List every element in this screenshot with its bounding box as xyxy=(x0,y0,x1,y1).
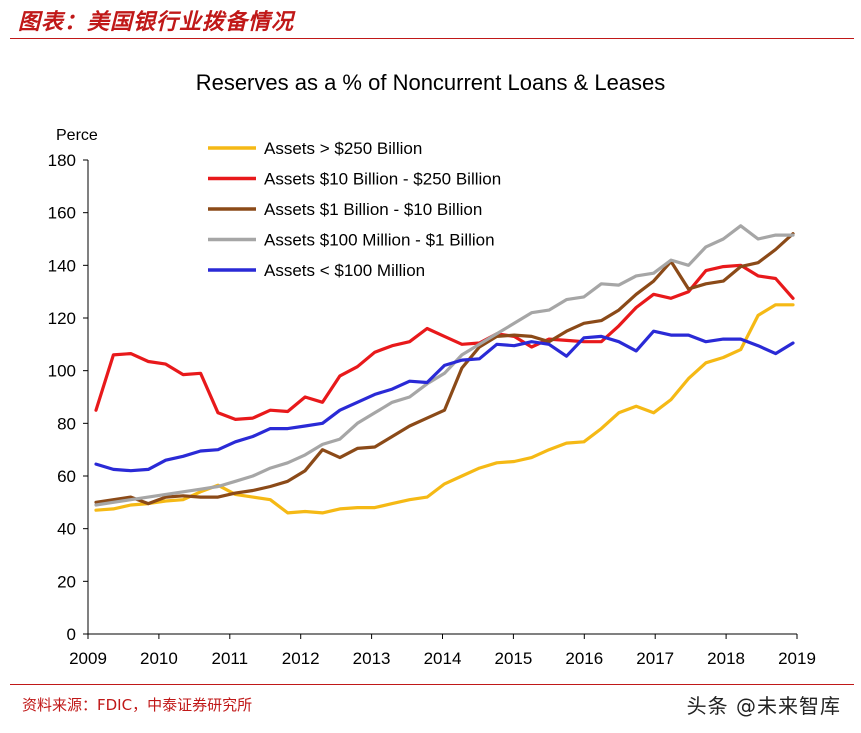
legend-label: Assets $100 Million - $1 Billion xyxy=(264,231,495,250)
x-tick-label: 2012 xyxy=(282,649,320,668)
header: 图表：美国银行业拨备情况 xyxy=(0,0,861,40)
y-tick-label: 0 xyxy=(67,625,76,644)
x-tick-label: 2013 xyxy=(353,649,391,668)
x-tick-label: 2010 xyxy=(140,649,178,668)
y-tick-label: 180 xyxy=(48,151,76,170)
x-tick-label: 2016 xyxy=(565,649,603,668)
watermark: 头条 @未来智库 xyxy=(686,694,841,718)
y-tick-label: 100 xyxy=(48,362,76,381)
legend-label: Assets > $250 Billion xyxy=(264,139,422,158)
y-axis-label: Perce xyxy=(56,127,98,144)
legend-label: Assets $1 Billion - $10 Billion xyxy=(264,200,482,219)
series-line-4 xyxy=(94,224,795,507)
source-note: 资料来源：FDIC，中泰证券研究所 xyxy=(22,696,253,714)
y-tick-label: 40 xyxy=(57,520,76,539)
series-line-3 xyxy=(94,232,795,506)
x-tick-label: 2015 xyxy=(494,649,532,668)
series-line-2 xyxy=(94,263,795,421)
page-title: 图表：美国银行业拨备情况 xyxy=(18,9,295,35)
y-tick-label: 60 xyxy=(57,467,76,486)
y-tick-label: 80 xyxy=(57,414,76,433)
x-tick-label: 2009 xyxy=(69,649,107,668)
y-tick-label: 140 xyxy=(48,256,76,275)
x-tick-label: 2014 xyxy=(424,649,462,668)
legend-label: Assets $10 Billion - $250 Billion xyxy=(264,170,501,189)
y-tick-label: 120 xyxy=(48,309,76,328)
y-tick-label: 160 xyxy=(48,204,76,223)
x-tick-label: 2017 xyxy=(636,649,674,668)
footer-divider xyxy=(10,684,854,685)
header-divider xyxy=(10,38,854,39)
x-tick-label: 2019 xyxy=(778,649,816,668)
x-tick-label: 2018 xyxy=(707,649,745,668)
x-tick-label: 2011 xyxy=(212,649,249,668)
chart-title: Reserves as a % of Noncurrent Loans & Le… xyxy=(195,70,666,95)
series-line-5 xyxy=(94,329,795,473)
y-tick-label: 20 xyxy=(57,572,76,591)
legend-label: Assets < $100 Million xyxy=(264,261,425,280)
